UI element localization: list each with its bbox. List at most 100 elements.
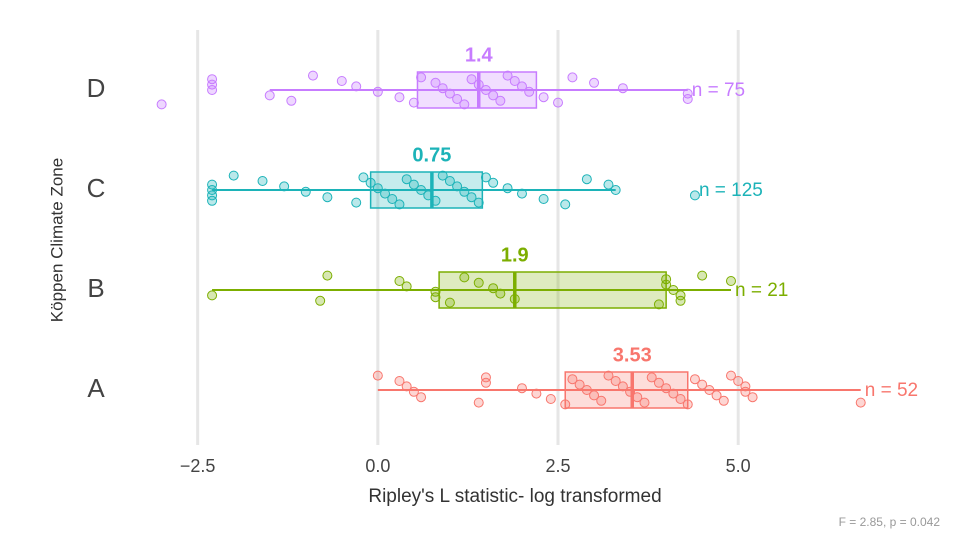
data-point: [459, 272, 470, 283]
data-point: [733, 376, 744, 386]
data-point: [617, 83, 628, 94]
data-point: [711, 390, 722, 401]
data-point: [372, 370, 383, 381]
median-label: 1.4: [465, 44, 494, 66]
footnote: F = 2.85, p = 0.042: [839, 515, 941, 529]
data-point: [437, 170, 448, 181]
data-point: [307, 70, 318, 81]
data-point: [661, 279, 672, 290]
x-axis-title: Ripley's L statistic- log transformed: [368, 486, 661, 507]
data-point: [430, 286, 441, 297]
data-point: [365, 177, 376, 188]
data-point: [661, 383, 672, 394]
data-point: [466, 74, 477, 85]
data-point: [207, 79, 218, 90]
data-point: [300, 186, 311, 197]
data-point: [473, 277, 484, 288]
data-point: [480, 172, 491, 183]
data-point: [639, 397, 650, 408]
data-point: [257, 176, 268, 186]
data-point: [380, 188, 391, 199]
data-point: [668, 388, 679, 399]
data-point: [718, 395, 729, 406]
data-point: [545, 394, 556, 404]
data-point: [416, 185, 427, 195]
data-point: [264, 90, 275, 101]
data-point: [509, 76, 520, 86]
x-tick-label: 0.0: [365, 456, 390, 476]
data-point: [488, 283, 499, 294]
data-point: [459, 186, 470, 197]
n-label: n = 21: [735, 280, 788, 301]
data-point: [538, 92, 549, 103]
data-point: [740, 386, 751, 397]
data-point: [394, 92, 405, 103]
n-label: n = 125: [699, 180, 763, 201]
data-point: [675, 290, 686, 301]
median-label: 1.9: [501, 244, 529, 266]
box: [416, 71, 538, 109]
data-point: [430, 292, 441, 303]
data-point: [697, 379, 708, 390]
data-point: [646, 372, 657, 383]
data-point: [416, 72, 427, 83]
data-point: [725, 370, 736, 381]
box: [564, 371, 689, 409]
data-point: [610, 376, 621, 386]
data-point: [207, 74, 218, 85]
data-point: [473, 197, 484, 208]
data-point: [567, 374, 578, 385]
data-point: [610, 185, 621, 195]
data-point: [408, 386, 419, 397]
data-point: [408, 97, 419, 108]
data-point: [502, 70, 513, 81]
data-point: [372, 86, 383, 97]
data-point: [394, 376, 405, 386]
data-point: [416, 392, 427, 403]
data-point: [524, 86, 535, 97]
data-point: [538, 194, 549, 204]
data-point: [682, 399, 693, 410]
data-point: [228, 170, 239, 181]
data-point: [387, 194, 398, 204]
data-point: [401, 381, 412, 392]
data-point: [480, 377, 491, 388]
data-point: [704, 385, 715, 395]
data-point: [459, 99, 470, 110]
data-point: [516, 383, 527, 394]
data-point: [430, 77, 441, 88]
data-point: [322, 270, 333, 281]
n-label: n = 75: [692, 80, 745, 101]
data-point: [444, 88, 455, 99]
data-point: [408, 179, 419, 190]
data-point: [603, 179, 614, 190]
data-point: [617, 381, 628, 392]
data-point: [437, 83, 448, 94]
data-point: [336, 76, 347, 86]
data-point: [207, 179, 218, 190]
data-point: [495, 95, 506, 106]
data-point: [653, 377, 664, 388]
data-point: [480, 85, 491, 95]
data-point: [553, 97, 564, 108]
data-point: [444, 176, 455, 186]
data-point: [740, 381, 751, 392]
n-label: n = 52: [865, 380, 918, 401]
data-point: [668, 285, 679, 295]
data-point: [473, 397, 484, 408]
category-label: A: [87, 373, 105, 403]
data-point: [156, 99, 167, 110]
data-point: [207, 290, 218, 301]
data-point: [502, 183, 513, 194]
data-point: [351, 81, 362, 92]
data-point: [488, 90, 499, 101]
data-point: [855, 397, 866, 408]
data-point: [697, 270, 708, 281]
data-point: [207, 190, 218, 201]
data-point: [495, 288, 506, 299]
data-point: [589, 77, 600, 88]
data-point: [452, 181, 463, 192]
data-point: [682, 94, 693, 104]
data-point: [574, 379, 585, 390]
